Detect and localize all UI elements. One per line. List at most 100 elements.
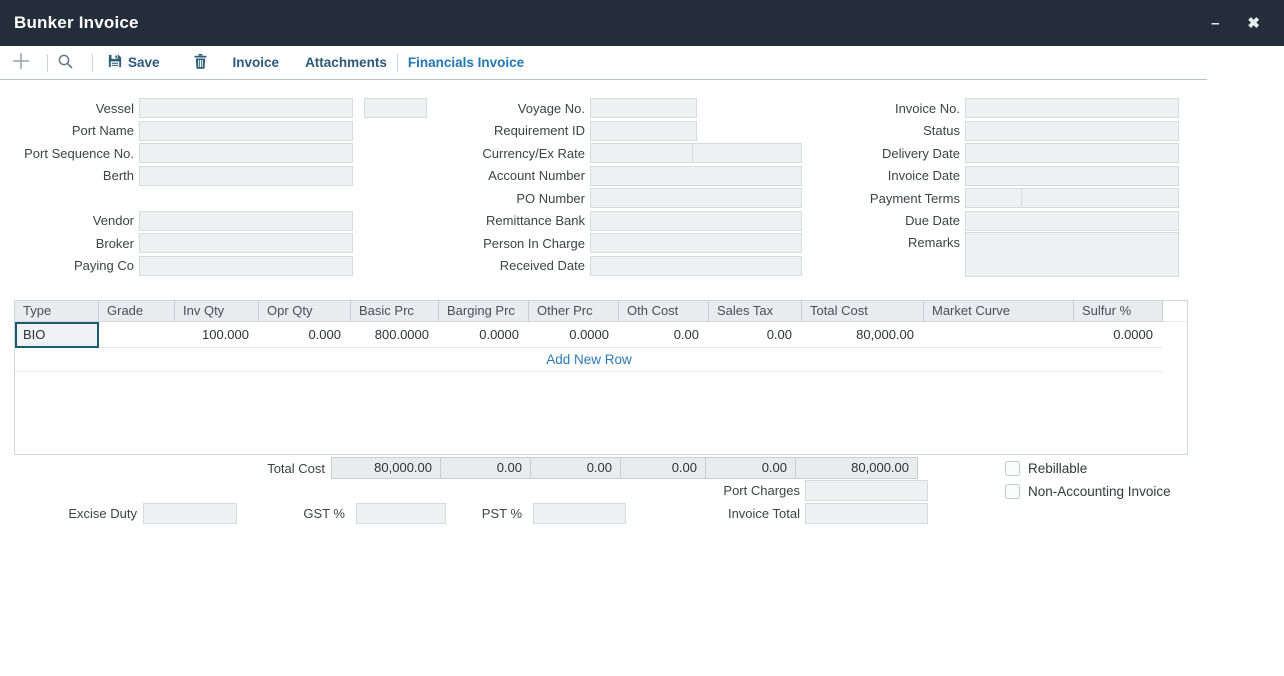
ex-rate-field[interactable] [692,143,802,164]
toolbar-separator [47,53,48,72]
column-header-total-cost: Total Cost [802,301,924,322]
payment-terms-label: Payment Terms [869,190,960,206]
remarks-field[interactable] [965,232,1179,277]
currency-field[interactable] [590,143,693,164]
form-column-left: Vessel Port Name Port Sequence No. Berth… [0,97,427,277]
delivery-date-label: Delivery Date [881,145,960,161]
voyage-no-field[interactable] [590,98,697,119]
form-column-right: Invoice No. Status Delivery Date Invoice… [835,97,1179,277]
vendor-field[interactable] [139,210,353,231]
cell-basic-prc[interactable]: 800.0000 [374,327,429,342]
column-header-oth-cost: Oth Cost [619,301,709,322]
vendor-label: Vendor [92,213,134,229]
currency-ex-rate-label: Currency/Ex Rate [482,145,585,161]
invoice-no-field[interactable] [965,98,1179,119]
port-charges-field[interactable] [805,480,928,501]
cell-barging-prc[interactable]: 0.0000 [479,327,519,342]
attachments-button[interactable]: Attachments [305,55,387,70]
received-date-label: Received Date [499,258,585,274]
close-button[interactable]: ✖ [1247,14,1260,32]
add-button[interactable] [12,52,38,73]
page-title: Bunker Invoice [14,13,139,32]
payment-terms-code-field[interactable] [965,188,1022,209]
vessel-field[interactable] [139,98,353,119]
search-button[interactable] [57,53,83,73]
requirement-id-label: Requirement ID [493,123,585,139]
person-in-charge-label: Person In Charge [483,235,585,251]
total-cost-label: Total Cost [267,460,325,476]
search-icon [57,53,74,73]
due-date-field[interactable] [965,210,1179,231]
minimize-button[interactable]: – [1211,14,1220,32]
add-new-row-link[interactable]: Add New Row [546,352,632,367]
cell-total-cost[interactable]: 80,000.00 [856,327,914,342]
gst-field[interactable] [356,503,446,524]
gst-label: GST % [303,506,345,521]
rebillable-checkbox[interactable] [1005,461,1020,476]
berth-field[interactable] [139,165,353,186]
column-header-sulfur: Sulfur % [1074,301,1163,322]
status-field[interactable] [965,120,1179,141]
column-header-other-prc: Other Prc [529,301,619,322]
total-other-prc-value: 0.00 [530,457,621,479]
berth-label: Berth [102,168,134,184]
toolbar-separator [92,53,93,72]
account-number-field[interactable] [590,165,802,186]
totals-row: Total Cost 80,000.00 0.00 0.00 0.00 0.00… [0,457,918,479]
person-in-charge-field[interactable] [590,233,802,254]
non-accounting-checkbox-row[interactable]: Non-Accounting Invoice [1005,484,1171,499]
invoice-button[interactable]: Invoice [233,55,280,70]
payment-terms-desc-field[interactable] [1021,188,1179,209]
port-name-field[interactable] [139,120,353,141]
po-number-field[interactable] [590,188,802,209]
excise-duty-field[interactable] [143,503,237,524]
port-sequence-label: Port Sequence No. [24,145,134,161]
cell-other-prc[interactable]: 0.0000 [569,327,609,342]
trash-icon [194,53,207,72]
pst-label: PST % [481,506,522,521]
attachments-button-label: Attachments [305,55,387,70]
cell-opr-qty[interactable]: 0.000 [308,327,341,342]
cell-sales-tax[interactable]: 0.00 [766,327,792,342]
paying-co-field[interactable] [139,255,353,276]
remarks-label: Remarks [907,235,960,250]
window-controls: – ✖ [1211,16,1270,31]
received-date-field[interactable] [590,255,802,276]
table-row: BIO 100.000 0.000 800.0000 0.0000 0.0000… [15,321,1163,348]
financials-invoice-button[interactable]: Financials Invoice [408,55,524,70]
rebillable-checkbox-row[interactable]: Rebillable [1005,461,1087,476]
requirement-id-field[interactable] [590,120,697,141]
total-barging-value: 0.00 [440,457,531,479]
cell-oth-cost[interactable]: 0.00 [673,327,699,342]
delete-button[interactable] [194,53,207,72]
invoice-no-label: Invoice No. [894,100,960,116]
broker-field[interactable] [139,233,353,254]
cell-type-focused[interactable]: BIO [15,321,99,348]
save-button[interactable]: Save [108,54,160,71]
total-inv-qty-value: 80,000.00 [331,457,441,479]
cell-sulfur[interactable]: 0.0000 [1113,327,1153,342]
title-bar: Bunker Invoice – ✖ [0,0,1284,46]
cell-inv-qty[interactable]: 100.000 [202,327,249,342]
invoice-date-field[interactable] [965,165,1179,186]
column-header-grade: Grade [99,301,175,322]
vessel-code-field[interactable] [364,98,427,119]
remittance-bank-label: Remittance Bank [486,213,585,229]
total-cost-sum-value: 80,000.00 [795,457,918,479]
total-oth-cost-value: 0.00 [620,457,706,479]
toolbar-divider [0,79,1207,80]
invoice-button-label: Invoice [232,55,280,70]
invoice-total-field[interactable] [805,503,928,524]
line-items-grid: Type Grade Inv Qty Opr Qty Basic Prc Bar… [14,300,1188,455]
remittance-bank-field[interactable] [590,210,802,231]
pst-field[interactable] [533,503,626,524]
column-header-type: Type [15,301,99,322]
port-charges-label: Port Charges [723,483,800,498]
port-name-label: Port Name [71,123,134,139]
total-sales-tax-value: 0.00 [705,457,796,479]
port-sequence-field[interactable] [139,143,353,164]
invoice-date-label: Invoice Date [887,168,960,184]
delivery-date-field[interactable] [965,143,1179,164]
non-accounting-checkbox[interactable] [1005,484,1020,499]
